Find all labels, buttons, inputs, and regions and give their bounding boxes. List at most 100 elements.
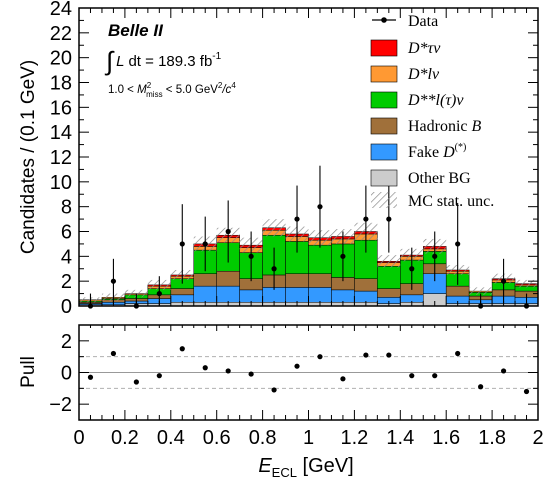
pull-point-14: [409, 373, 415, 379]
mc-unc-band-13: [377, 255, 401, 268]
legend-entry-dstar-tau-nu: D*τν: [370, 39, 441, 57]
main-x-ticks: [78, 8, 539, 306]
bar-fake-d-9: [285, 287, 309, 303]
bar-fake-d-11: [331, 289, 355, 303]
pull-plot-area: −2 0 2: [49, 324, 539, 421]
bar-dstarstar-l-nu-10: [308, 244, 332, 274]
main-ytick-label-0: 0: [61, 296, 72, 318]
mc-unc-band-8: [262, 219, 286, 237]
pull-point-11: [340, 376, 346, 382]
x-tick-label-1: 0.2: [111, 427, 139, 449]
cut-mid: < 5.0 GeV: [163, 84, 219, 96]
bar-fake-d-10: [308, 287, 332, 303]
legend-swatch-dstar-tau-nu: [370, 39, 398, 57]
pull-point-12: [363, 352, 369, 358]
x-axis-label-sub: ECL: [272, 465, 297, 480]
integral-symbol: ∫: [104, 46, 115, 76]
pull-point-7: [248, 371, 254, 377]
data-point-1: [110, 278, 117, 284]
pull-ytick-label-2: 2: [61, 331, 72, 353]
x-tick-label-2: 0.4: [157, 427, 185, 449]
data-point-11: [340, 253, 346, 259]
legend-swatch-mc-unc: [371, 192, 397, 208]
legend-hadronic-b-word: Hadronic: [408, 118, 472, 135]
cut-prefix: 1.0 <: [108, 84, 137, 96]
legend-fake-d-symbol: D: [442, 144, 455, 161]
main-ytick-label-10: 20: [50, 48, 72, 70]
cut-unit-tail-sup: 4: [231, 81, 236, 90]
bar-hadronic-b-4: [170, 288, 195, 296]
main-ytick-label-3: 6: [61, 222, 72, 244]
legend-swatch-fake-d: [370, 143, 398, 161]
bar-fake-d-5: [193, 285, 217, 303]
x-axis-label: EECL [GeV]: [258, 455, 353, 480]
main-ytick-label-12: 24: [50, 0, 72, 20]
legend-dstar-l-nu-label: D*lν: [407, 66, 440, 83]
pull-point-16: [455, 350, 461, 357]
legend-fake-d-word: Fake: [408, 144, 443, 161]
x-tick-label-5: 1: [303, 427, 314, 449]
experiment-label: Belle II: [108, 21, 164, 40]
pull-point-6: [225, 368, 231, 374]
data-point-16: [455, 241, 461, 247]
x-tick-label-0: 0: [73, 427, 84, 449]
pull-point-8: [271, 387, 277, 393]
pull-point-19: [523, 388, 530, 395]
legend-hadronic-b-symbol: B: [472, 118, 482, 135]
bar-hadronic-b-5: [193, 273, 217, 287]
x-axis-label-unit: [GeV]: [297, 455, 354, 477]
data-point-3: [156, 290, 162, 297]
legend-mc-unc-label: MC stat. unc.: [408, 193, 494, 210]
legend-fake-d-superscript: (*): [455, 142, 467, 153]
lumi-exponent: -1: [212, 51, 221, 62]
bar-hadronic-b-12: [354, 278, 378, 292]
pull-point-17: [478, 384, 484, 390]
lumi-dt: dt = 189.3 fb: [128, 53, 212, 70]
legend-dstarstar-l-nu-label: D**l(τ)ν: [407, 92, 464, 109]
bar-hadronic-b-16: [445, 285, 470, 297]
bar-dstarstar-l-nu-13: [377, 266, 401, 289]
pull-ytick-label-0: −2: [49, 394, 72, 416]
bar-hadronic-b-9: [285, 273, 309, 288]
legend-entry-data: Data: [372, 13, 438, 30]
pull-point-4: [179, 346, 185, 352]
pull-point-15: [432, 373, 438, 379]
cut-label: 1.0 < M2 miss < 5.0 GeV2/c4: [108, 81, 236, 99]
data-point-7: [248, 253, 254, 259]
legend-fake-d-label: Fake D(*): [408, 142, 466, 161]
data-point-18: [500, 278, 507, 284]
x-tick-label-3: 0.6: [203, 427, 231, 449]
cut-var-sub: miss: [146, 90, 162, 99]
legend-data-marker: [381, 17, 387, 23]
bar-fake-d-6: [216, 285, 240, 303]
pull-y-ticks: −2 0 2: [49, 324, 538, 421]
main-y-axis-label: Candidates / (0.1 GeV): [18, 60, 39, 254]
main-ytick-label-11: 22: [50, 23, 72, 45]
cut-var-sup: 2: [147, 81, 152, 90]
data-point-12: [363, 216, 369, 222]
pull-point-0: [87, 374, 94, 380]
data-point-6: [225, 228, 231, 235]
pull-reference-lines: [79, 356, 538, 389]
pull-x-ticks: [78, 325, 539, 420]
legend-hadronic-b-label: Hadronic B: [408, 118, 482, 135]
mc-unc-band-17: [469, 287, 493, 295]
pull-point-10: [317, 354, 323, 360]
legend-swatch-other-bg: [370, 169, 398, 187]
x-tick-label-7: 1.4: [386, 427, 414, 449]
cut-var: M: [137, 84, 147, 96]
pull-point-2: [133, 379, 139, 385]
pull-point-3: [156, 373, 162, 379]
main-ytick-label-8: 16: [50, 97, 72, 119]
legend-entry-fake-d: Fake D(*): [370, 142, 466, 161]
bar-hadronic-b-6: [216, 270, 240, 287]
main-ytick-label-4: 8: [61, 197, 72, 219]
legend-entry-other-bg: Other BG: [370, 169, 471, 187]
legend: Data D*τν D*lν D**l(τ)ν Hadronic B Fake …: [370, 13, 494, 210]
legend-other-bg-label: Other BG: [408, 170, 471, 187]
legend-entry-dstarstar-l-nu: D**l(τ)ν: [370, 91, 464, 109]
x-axis-label-main: E: [258, 455, 272, 477]
